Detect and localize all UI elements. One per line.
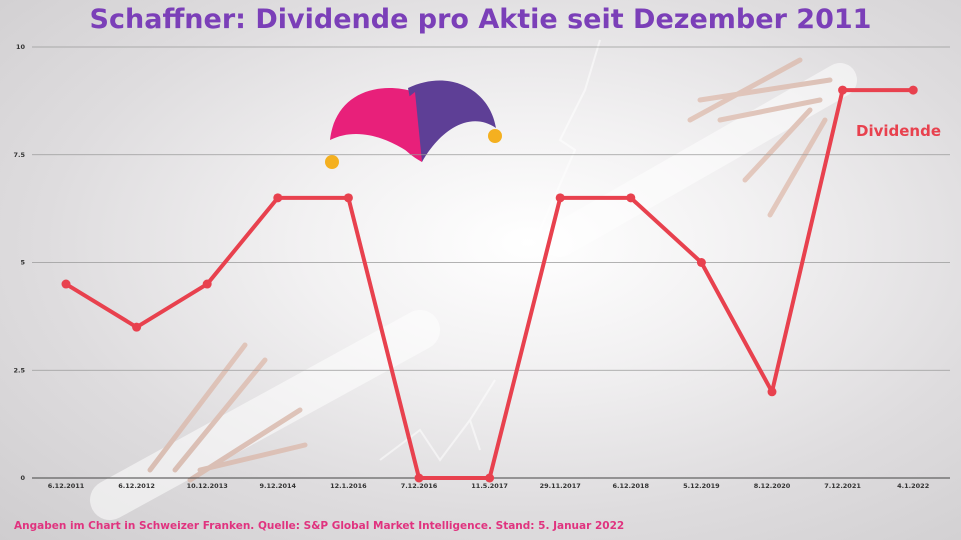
data-point	[908, 85, 918, 95]
data-point	[414, 473, 424, 483]
data-point	[626, 193, 636, 203]
x-tick-label: 12.1.2016	[330, 482, 367, 490]
chart-title: Schaffner: Dividende pro Aktie seit Deze…	[89, 4, 872, 35]
x-tick-label: 6.12.2018	[612, 482, 649, 490]
data-point	[273, 193, 283, 203]
data-point	[696, 258, 706, 267]
x-tick-label: 11.5.2017	[471, 482, 508, 490]
y-tick-label: 5	[20, 259, 25, 267]
x-tick-label: 7.12.2021	[824, 482, 861, 490]
data-point	[555, 193, 565, 203]
x-tick-label: 6.12.2012	[118, 482, 155, 490]
y-tick-label: 2.5	[13, 366, 25, 374]
x-tick-label: 29.11.2017	[540, 482, 581, 490]
jester-hat-icon	[325, 80, 502, 169]
data-point	[838, 85, 848, 95]
data-point	[202, 279, 212, 289]
x-tick-label: 5.12.2019	[683, 482, 720, 490]
y-tick-label: 10	[16, 43, 26, 51]
footnote: Angaben im Chart in Schweizer Franken. Q…	[14, 520, 625, 532]
data-point	[767, 387, 777, 397]
x-tick-label: 7.12.2016	[401, 482, 438, 490]
data-point	[343, 193, 353, 203]
data-point	[61, 279, 71, 289]
data-point	[132, 322, 142, 332]
y-tick-label: 7.5	[13, 151, 25, 159]
data-point	[485, 473, 495, 483]
series-label-dividende: Dividende	[856, 122, 942, 140]
series-line-dividende	[64, 88, 914, 480]
y-tick-label: 0	[20, 474, 25, 482]
x-tick-label: 8.12.2020	[754, 482, 791, 490]
x-tick-label: 10.12.2013	[187, 482, 228, 490]
x-tick-label: 9.12.2014	[259, 482, 296, 490]
x-tick-label: 4.1.2022	[897, 482, 929, 490]
x-tick-label: 6.12.2011	[48, 482, 85, 490]
